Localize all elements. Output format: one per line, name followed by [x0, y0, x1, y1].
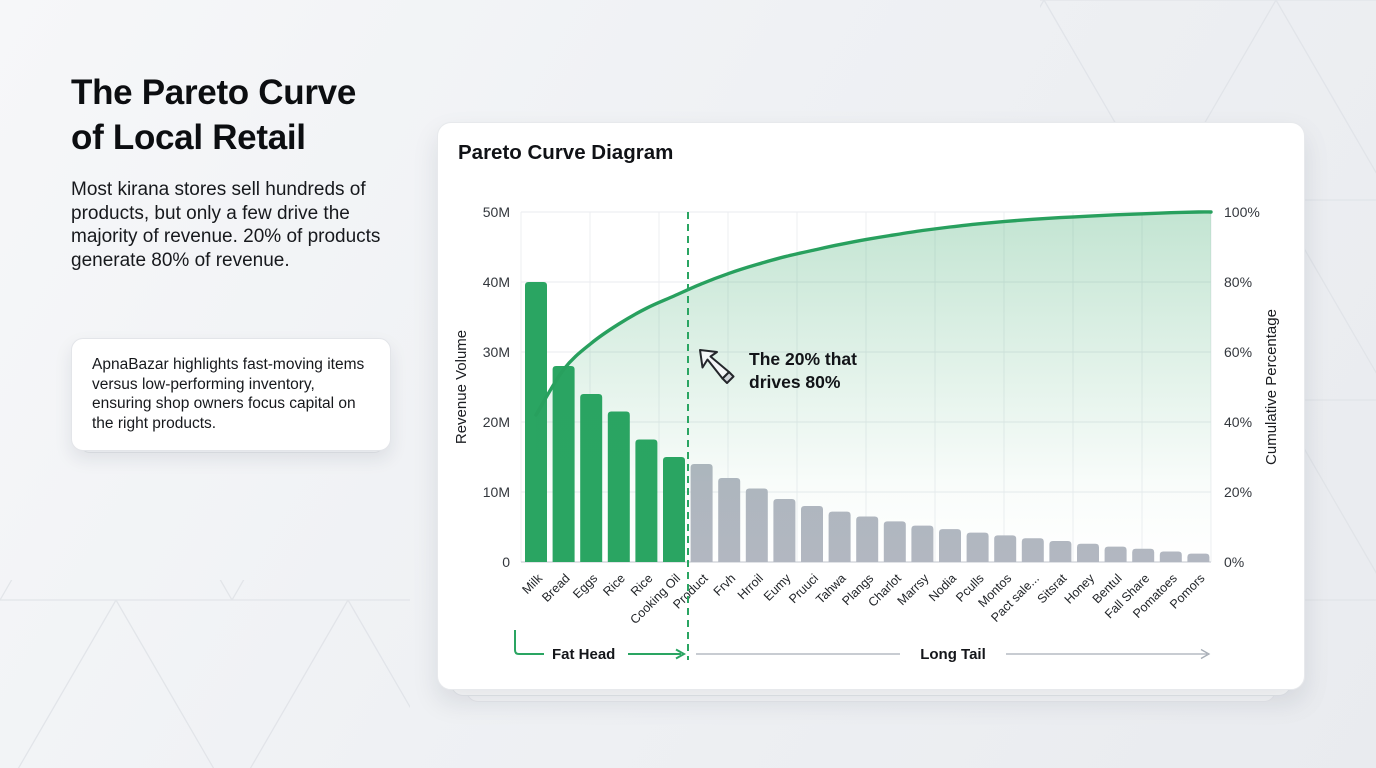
y-left-tick: 30M — [483, 344, 510, 360]
y-right-tick: 0% — [1224, 554, 1244, 570]
y-left-tick: 20M — [483, 414, 510, 430]
x-axis-category-label: Hrroil — [735, 571, 766, 602]
cumulative-line — [534, 210, 1213, 417]
callout-card: ApnaBazar highlights fast-moving items v… — [71, 338, 391, 452]
page-title: The Pareto Curve of Local Retail — [71, 70, 411, 160]
long-tail-arrowhead — [1200, 648, 1211, 660]
page-title-line2: of Local Retail — [71, 118, 306, 157]
y-right-axis-label: Cumulative Percentage — [1263, 309, 1280, 465]
chart-card: 0 0% 10M 20% 20M 40% 30M 60% 40M 80% 50M 100% Revenu… — [437, 122, 1305, 690]
y-left-tick: 0 — [502, 554, 510, 570]
annotation-line2: drives 80% — [749, 372, 841, 392]
y-right-tick: 20% — [1224, 484, 1252, 500]
x-axis-category-label: Pruuci — [786, 571, 821, 606]
long-tail-label: Long Tail — [920, 646, 986, 663]
x-axis-category-label: Rice — [600, 571, 628, 599]
y-left-tick: 10M — [483, 484, 510, 500]
x-axis-category-label: Nodia — [926, 571, 959, 604]
pareto-chart: 0 0% 10M 20% 20M 40% 30M 60% 40M 80% 50M 100% Revenu… — [453, 204, 1280, 663]
x-axis-category-label: Eggs — [570, 571, 600, 601]
pareto-annotation: The 20% that drives 80% — [696, 345, 857, 394]
left-column: The Pareto Curve of Local Retail Most ki… — [71, 70, 411, 271]
zone-annotations: Fat Head Long Tail — [514, 630, 1211, 663]
intro-text: Most kirana stores sell hundreds of prod… — [71, 179, 381, 271]
cumulative-area — [536, 211, 1211, 562]
fat-head-bracket — [514, 630, 544, 655]
y-left-tick: 40M — [483, 274, 510, 290]
fat-head-label: Fat Head — [552, 646, 615, 663]
y-right-tick: 80% — [1224, 274, 1252, 290]
annotation-text: The 20% that drives 80% — [749, 345, 857, 394]
page-title-line1: The Pareto Curve — [71, 73, 357, 112]
arrow-3d-up-left-icon — [699, 349, 735, 384]
callout-text: ApnaBazar highlights fast-moving items v… — [92, 356, 365, 432]
x-axis-category-label: Marrsy — [895, 571, 932, 608]
x-axis-category-label: Bread — [539, 571, 573, 605]
chart-title: Pareto Curve Diagram — [458, 141, 674, 164]
y-right-tick: 100% — [1224, 204, 1260, 220]
y-right-tick: 40% — [1224, 414, 1252, 430]
y-right-tick: 60% — [1224, 344, 1252, 360]
fat-head-arrowhead — [675, 648, 687, 660]
y-left-axis-label: Revenue Volume — [453, 330, 470, 444]
x-axis-category-label: Honey — [1062, 571, 1098, 607]
annotation-line1: The 20% that — [749, 349, 857, 369]
x-axis-category-label: Frvh — [711, 571, 739, 599]
pattern-bottom-left — [0, 580, 410, 768]
y-left-tick: 50M — [483, 204, 510, 220]
